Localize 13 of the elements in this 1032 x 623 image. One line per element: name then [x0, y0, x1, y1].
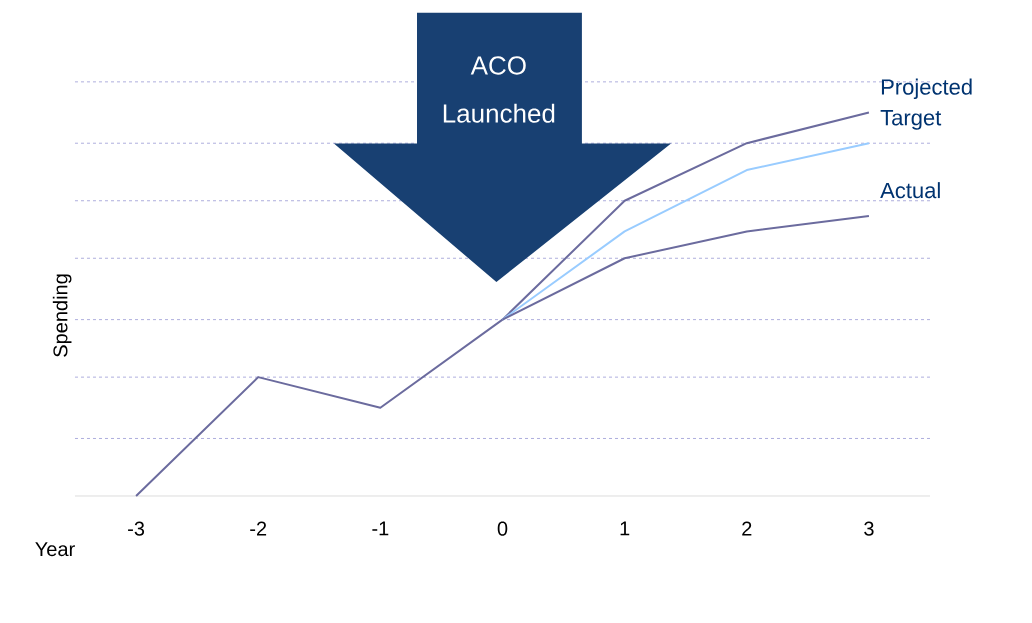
annotation: ACO Launched	[443, 56, 555, 123]
series-label: Target	[880, 110, 942, 130]
x-tick-label: 3	[864, 521, 874, 536]
series-label: Projected	[881, 78, 972, 100]
y-axis-title: Spending	[52, 274, 72, 357]
x-tick-label: 0	[497, 521, 508, 536]
x-tick-label: -1	[372, 521, 389, 536]
x-tick-label: 1	[620, 521, 630, 536]
x-tick-label: -3	[128, 521, 145, 536]
x-tick-label: 2	[742, 521, 752, 536]
x-axis-title: Year	[35, 542, 75, 557]
series-label: Actual	[880, 182, 940, 199]
x-tick-label: -2	[250, 521, 267, 536]
